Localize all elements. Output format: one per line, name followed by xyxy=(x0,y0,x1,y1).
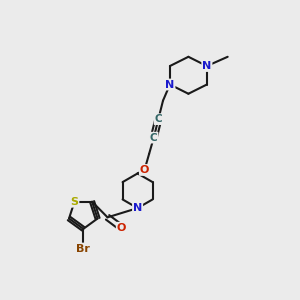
Text: O: O xyxy=(117,223,126,233)
Text: O: O xyxy=(140,165,149,175)
Text: C: C xyxy=(150,133,158,142)
Text: N: N xyxy=(165,80,175,89)
Text: S: S xyxy=(70,197,79,207)
Text: Br: Br xyxy=(76,244,90,254)
Text: N: N xyxy=(202,61,212,71)
Text: N: N xyxy=(133,203,142,213)
Text: C: C xyxy=(154,114,162,124)
